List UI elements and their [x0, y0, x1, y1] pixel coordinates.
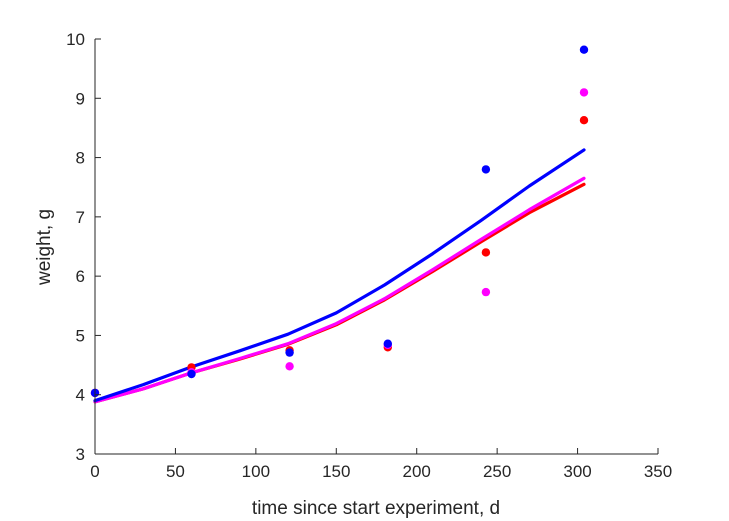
- y-tick-label: 4: [76, 386, 85, 405]
- series-line-3: [93, 148, 586, 403]
- axes: [94, 38, 659, 455]
- plot-lines: [93, 148, 586, 404]
- x-tick-label: 50: [166, 462, 185, 481]
- y-tick-label: 3: [76, 445, 85, 464]
- x-tick-label: 150: [322, 462, 350, 481]
- data-point-s3-6: [579, 45, 589, 54]
- x-tick-label: 350: [644, 462, 672, 481]
- data-point-s2-5: [481, 287, 491, 297]
- y-tick-label: 8: [76, 149, 85, 168]
- x-axis-label: time since start experiment, d: [252, 498, 500, 519]
- y-tick-label: 5: [76, 326, 85, 345]
- data-point-s2-6: [579, 88, 589, 97]
- x-tick-label: 0: [90, 462, 99, 481]
- data-point-s3-2: [187, 369, 196, 379]
- data-point-s1-6: [579, 116, 589, 125]
- x-tick-label: 300: [563, 462, 591, 481]
- data-point-s3-5: [481, 165, 491, 174]
- data-point-s1-5: [481, 248, 491, 257]
- y-tick-labels: 3 4 5 6 7 8 9 10: [66, 30, 85, 464]
- y-tick-label: 10: [66, 30, 85, 49]
- y-tick-label: 7: [76, 208, 85, 227]
- x-tick-label: 200: [403, 462, 431, 481]
- data-point-s3-4: [383, 339, 392, 348]
- y-tick-label: 9: [76, 89, 85, 108]
- data-point-s2-3: [285, 362, 294, 371]
- y-tick-label: 6: [76, 267, 85, 286]
- x-tick-labels: 0 50 100 150 200 250 300 350: [90, 462, 672, 481]
- series-line-2: [93, 176, 586, 404]
- data-point-s3-3: [285, 348, 294, 357]
- y-axis-label: weight, g: [34, 209, 55, 286]
- x-tick-label: 250: [483, 462, 511, 481]
- x-tick-label: 100: [242, 462, 270, 481]
